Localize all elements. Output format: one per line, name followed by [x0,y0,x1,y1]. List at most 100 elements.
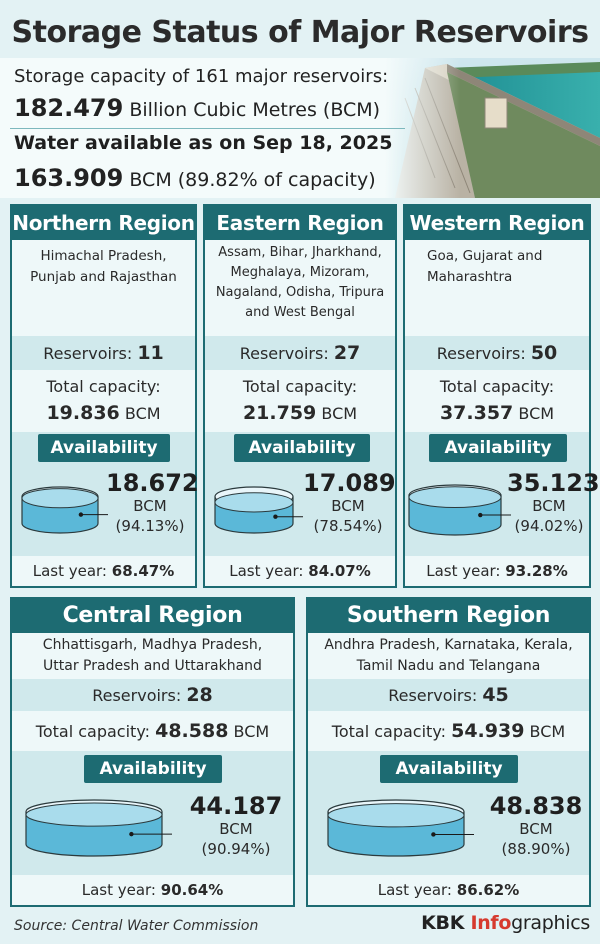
availability-figure: 48.838 BCM (88.90%) [488,793,584,859]
availability-badge: Availability [38,434,170,462]
availability-figure: 35.123 BCM (94.02%) [507,469,600,536]
capacity-label: Total capacity: [46,377,161,396]
total-capacity: Total capacity: 21.759 BCM [205,370,395,432]
region-card-northern: Northern Region Himachal Pradesh, Punjab… [10,204,199,588]
capacity-label: Total capacity: [439,377,555,396]
capacity-unit: BCM [529,722,566,741]
last-year-label: Last year: [32,562,107,580]
region-states: Andhra Pradesh, Karnataka, Kerala, Tamil… [308,633,589,679]
tank-water-surface [327,803,465,828]
available-unit: BCM [532,497,566,515]
brand-logo: KBK Infographics [421,912,590,934]
total-capacity: Total capacity: 37.357 BCM [405,370,589,432]
available-unit: BCM [331,497,365,515]
region-card-western: Western Region Goa, Gujarat and Maharash… [403,204,600,588]
reservoirs-label: Reservoirs: [388,686,478,705]
region-states: Goa, Gujarat and Maharashtra [405,240,589,336]
region-title: Western Region [405,206,589,240]
capacity-value: 37.357 [439,402,514,424]
region-card-eastern: Eastern Region Assam, Bihar, Jharkhand, … [203,204,397,588]
last-year-value: 86.62% [456,881,520,899]
availability-badge: Availability [84,755,222,783]
availability-badge: Availability [380,755,518,783]
availability-badge: Availability [234,434,370,462]
capacity-value: 19.836 [46,402,120,424]
summary-box: Storage capacity of 161 major reservoirs… [0,58,600,198]
brand-prefix: KBK [421,912,471,934]
total-capacity: Total capacity: 19.836 BCM [12,370,195,432]
source-note: Source: Central Water Commission [14,918,259,934]
page-title: Storage Status of Major Reservoirs [11,15,589,50]
last-year: Last year: 93.28% [405,556,589,586]
reservoir-count: Reservoirs: 11 [12,336,195,370]
capacity-unit: BCM [124,404,161,423]
reservoir-count: Reservoirs: 45 [308,679,589,711]
available-percent: (94.13%) [115,517,185,535]
capacity-value: 54.939 [451,720,525,742]
capacity-figure: 182.479 Billion Cubic Metres (BCM) [14,94,380,122]
last-year-label: Last year: [426,562,501,580]
region-states: Chhattisgarh, Madhya Pradesh, Uttar Prad… [12,633,293,679]
last-year-label: Last year: [81,881,156,899]
availability-figure: 163.909 BCM (89.82% of capacity) [14,164,376,192]
last-year: Last year: 84.07% [205,556,395,586]
availability-badge: Availability [429,434,567,462]
last-year: Last year: 90.64% [12,875,293,905]
available-unit: BCM [133,497,167,515]
reservoirs-value: 45 [482,684,509,706]
leader-dot [273,514,278,519]
capacity-value: 48.588 [155,720,229,742]
availability-caption: Water available as on Sep 18, 2025 [14,132,393,154]
region-states: Himachal Pradesh, Punjab and Rajasthan [12,240,195,336]
last-year-value: 84.07% [308,562,371,580]
capacity-value: 182.479 [14,94,124,122]
capacity-label: Total capacity: [242,377,358,396]
available-unit: BCM (89.82% of capacity) [129,169,376,191]
region-states: Assam, Bihar, Jharkhand, Meghalaya, Mizo… [205,240,395,336]
tank-water-surface [21,488,99,509]
brand-suffix: graphics [511,912,590,934]
reservoirs-value: 50 [530,342,558,364]
capacity-label: Total capacity: [331,722,447,741]
brand-accent: Info [470,912,512,934]
available-percent: (88.90%) [501,840,571,858]
region-title: Northern Region [12,206,195,240]
available-value: 17.089 [303,469,396,497]
available-percent: (78.54%) [313,517,383,535]
tank-water-surface [214,492,294,513]
reservoirs-label: Reservoirs: [239,344,329,363]
reservoir-count: Reservoirs: 27 [205,336,395,370]
region-card-southern: Southern Region Andhra Pradesh, Karnatak… [306,597,591,907]
leader-dot [478,512,483,518]
last-year-label: Last year: [377,881,452,899]
available-unit: BCM [219,820,253,838]
available-value: 163.909 [14,164,124,192]
available-unit: BCM [519,820,553,838]
reservoir-count: Reservoirs: 28 [12,679,293,711]
capacity-label: Total capacity: [35,722,151,741]
reservoir-tank-icon [25,799,172,857]
total-capacity: Total capacity: 48.588 BCM [12,711,293,751]
available-value: 35.123 [507,469,600,497]
reservoirs-value: 27 [333,342,361,364]
reservoirs-value: 11 [137,342,164,364]
capacity-caption: Storage capacity of 161 major reservoirs… [14,66,389,87]
available-percent: (90.94%) [201,840,271,858]
capacity-value: 21.759 [242,402,317,424]
tank-water-surface [25,802,163,827]
reservoir-count: Reservoirs: 50 [405,336,589,370]
region-title: Southern Region [308,599,589,633]
region-card-central: Central Region Chhattisgarh, Madhya Prad… [10,597,295,907]
divider [10,128,405,129]
total-capacity: Total capacity: 54.939 BCM [308,711,589,751]
capacity-unit: Billion Cubic Metres (BCM) [129,99,381,121]
reservoir-tank-icon [214,486,303,534]
dam-illustration [385,58,600,198]
capacity-unit: BCM [518,404,555,423]
available-value: 18.672 [106,469,199,497]
last-year: Last year: 68.47% [12,556,195,586]
reservoirs-label: Reservoirs: [43,344,133,363]
available-percent: (94.02%) [514,517,584,535]
availability-figure: 17.089 BCM (78.54%) [303,469,396,536]
